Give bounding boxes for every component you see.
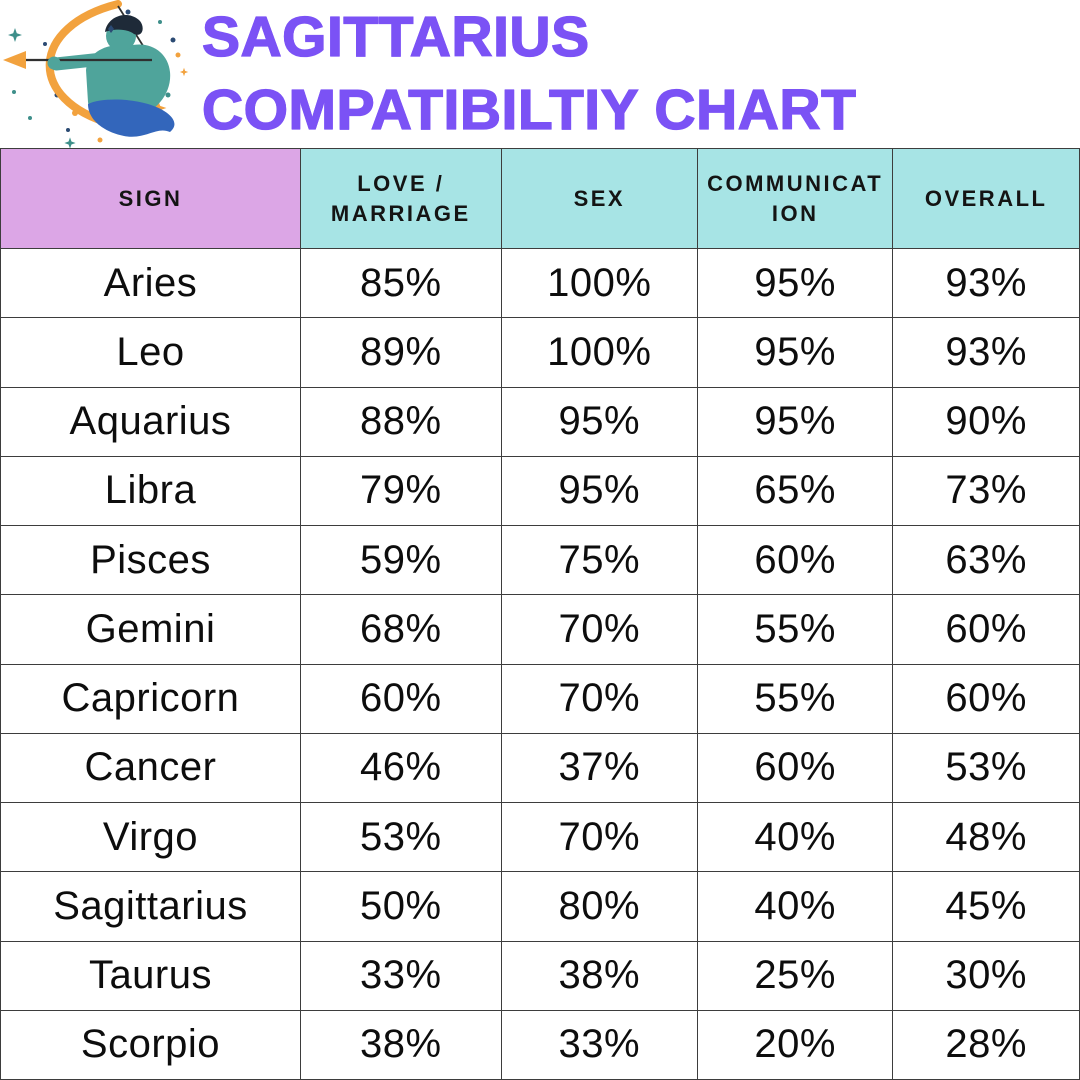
sign-cell: Cancer: [0, 732, 301, 804]
value-cell: 95%: [697, 386, 894, 457]
compatibility-table-body: Aries 85% 100% 95% 93% Leo 89% 100% 95% 93% Aquari…: [0, 247, 1080, 1080]
sign-cell: Gemini: [0, 594, 301, 665]
value-cell: 93%: [892, 247, 1080, 319]
table-header-row: SIGN LOVE / MARRIAGE SEX COMMUNICATION OVERA…: [0, 148, 1080, 249]
value-cell: 40%: [697, 801, 894, 873]
value-cell: 85%: [299, 247, 502, 319]
value-cell: 53%: [299, 801, 502, 873]
column-header: LOVE / MARRIAGE: [299, 148, 502, 249]
value-cell: 95%: [500, 455, 699, 527]
value-cell: 89%: [299, 317, 502, 388]
value-cell: 68%: [299, 594, 502, 665]
value-cell: 95%: [500, 386, 699, 457]
value-cell: 70%: [500, 663, 699, 734]
value-cell: 33%: [500, 1009, 699, 1080]
value-cell: 30%: [892, 940, 1080, 1011]
column-header: SEX: [500, 148, 699, 249]
value-cell: 55%: [697, 663, 894, 734]
value-cell: 95%: [697, 317, 894, 388]
column-header: OVERALL: [892, 148, 1080, 249]
value-cell: 73%: [892, 455, 1080, 527]
sign-cell: Capricorn: [0, 663, 301, 734]
page-header: SAGITTARIUS COMPATIBILTIY CHART: [0, 0, 1080, 148]
table-header: SIGN LOVE / MARRIAGE SEX COMMUNICATION OVERA…: [0, 148, 1080, 249]
value-cell: 79%: [299, 455, 502, 527]
value-cell: 95%: [697, 247, 894, 319]
value-cell: 60%: [892, 594, 1080, 665]
table-row: Gemini 68% 70% 55% 60%: [0, 594, 1080, 665]
sign-cell: Aries: [0, 247, 301, 319]
page-title: SAGITTARIUS COMPATIBILTIY CHART: [196, 0, 856, 148]
table-row: Sagittarius 50% 80% 40% 45%: [0, 871, 1080, 942]
value-cell: 93%: [892, 317, 1080, 388]
table-row: Aquarius 88% 95% 95% 90%: [0, 386, 1080, 457]
table-row: Leo 89% 100% 95% 93%: [0, 317, 1080, 388]
value-cell: 60%: [697, 732, 894, 804]
value-cell: 45%: [892, 871, 1080, 942]
value-cell: 59%: [299, 524, 502, 596]
archer-figure: [49, 14, 175, 137]
hair: [105, 14, 143, 35]
sign-cell: Aquarius: [0, 386, 301, 457]
value-cell: 50%: [299, 871, 502, 942]
value-cell: 48%: [892, 801, 1080, 873]
sagittarius-archer-illustration: [0, 0, 196, 148]
title-line-1: SAGITTARIUS: [201, 5, 590, 69]
grip-hand: [47, 56, 61, 70]
table-row: Pisces 59% 75% 60% 63%: [0, 524, 1080, 596]
table-row: Virgo 53% 70% 40% 48%: [0, 801, 1080, 873]
value-cell: 100%: [500, 317, 699, 388]
value-cell: 33%: [299, 940, 502, 1011]
value-cell: 70%: [500, 594, 699, 665]
table-row: Scorpio 38% 33% 20% 28%: [0, 1009, 1080, 1080]
table-row: Taurus 33% 38% 25% 30%: [0, 940, 1080, 1011]
waist-cloth: [88, 99, 175, 137]
arrow: [3, 51, 152, 69]
table-row: Cancer 46% 37% 60% 53%: [0, 732, 1080, 804]
table-row: Libra 79% 95% 65% 73%: [0, 455, 1080, 527]
value-cell: 65%: [697, 455, 894, 527]
value-cell: 53%: [892, 732, 1080, 804]
compatibility-table: SIGN LOVE / MARRIAGE SEX COMMUNICATION OVERA…: [0, 148, 1080, 1080]
column-header: COMMUNICATION: [697, 148, 894, 249]
value-cell: 38%: [299, 1009, 502, 1080]
value-cell: 46%: [299, 732, 502, 804]
value-cell: 28%: [892, 1009, 1080, 1080]
sign-cell: Virgo: [0, 801, 301, 873]
sagittarius-archer-icon: [3, 0, 189, 148]
value-cell: 60%: [892, 663, 1080, 734]
value-cell: 63%: [892, 524, 1080, 596]
sign-cell: Leo: [0, 317, 301, 388]
value-cell: 55%: [697, 594, 894, 665]
value-cell: 80%: [500, 871, 699, 942]
value-cell: 100%: [500, 247, 699, 319]
sign-cell: Taurus: [0, 940, 301, 1011]
value-cell: 88%: [299, 386, 502, 457]
table-row: Capricorn 60% 70% 55% 60%: [0, 663, 1080, 734]
sign-cell: Libra: [0, 455, 301, 527]
value-cell: 20%: [697, 1009, 894, 1080]
column-header-sign: SIGN: [0, 148, 301, 249]
value-cell: 40%: [697, 871, 894, 942]
sign-cell: Sagittarius: [0, 871, 301, 942]
value-cell: 60%: [299, 663, 502, 734]
value-cell: 90%: [892, 386, 1080, 457]
value-cell: 38%: [500, 940, 699, 1011]
sign-cell: Scorpio: [0, 1009, 301, 1080]
value-cell: 75%: [500, 524, 699, 596]
value-cell: 60%: [697, 524, 894, 596]
sign-cell: Pisces: [0, 524, 301, 596]
table-row: Aries 85% 100% 95% 93%: [0, 247, 1080, 319]
value-cell: 37%: [500, 732, 699, 804]
title-line-2: COMPATIBILTIY CHART: [201, 78, 857, 142]
head-star: [108, 25, 114, 33]
value-cell: 70%: [500, 801, 699, 873]
value-cell: 25%: [697, 940, 894, 1011]
